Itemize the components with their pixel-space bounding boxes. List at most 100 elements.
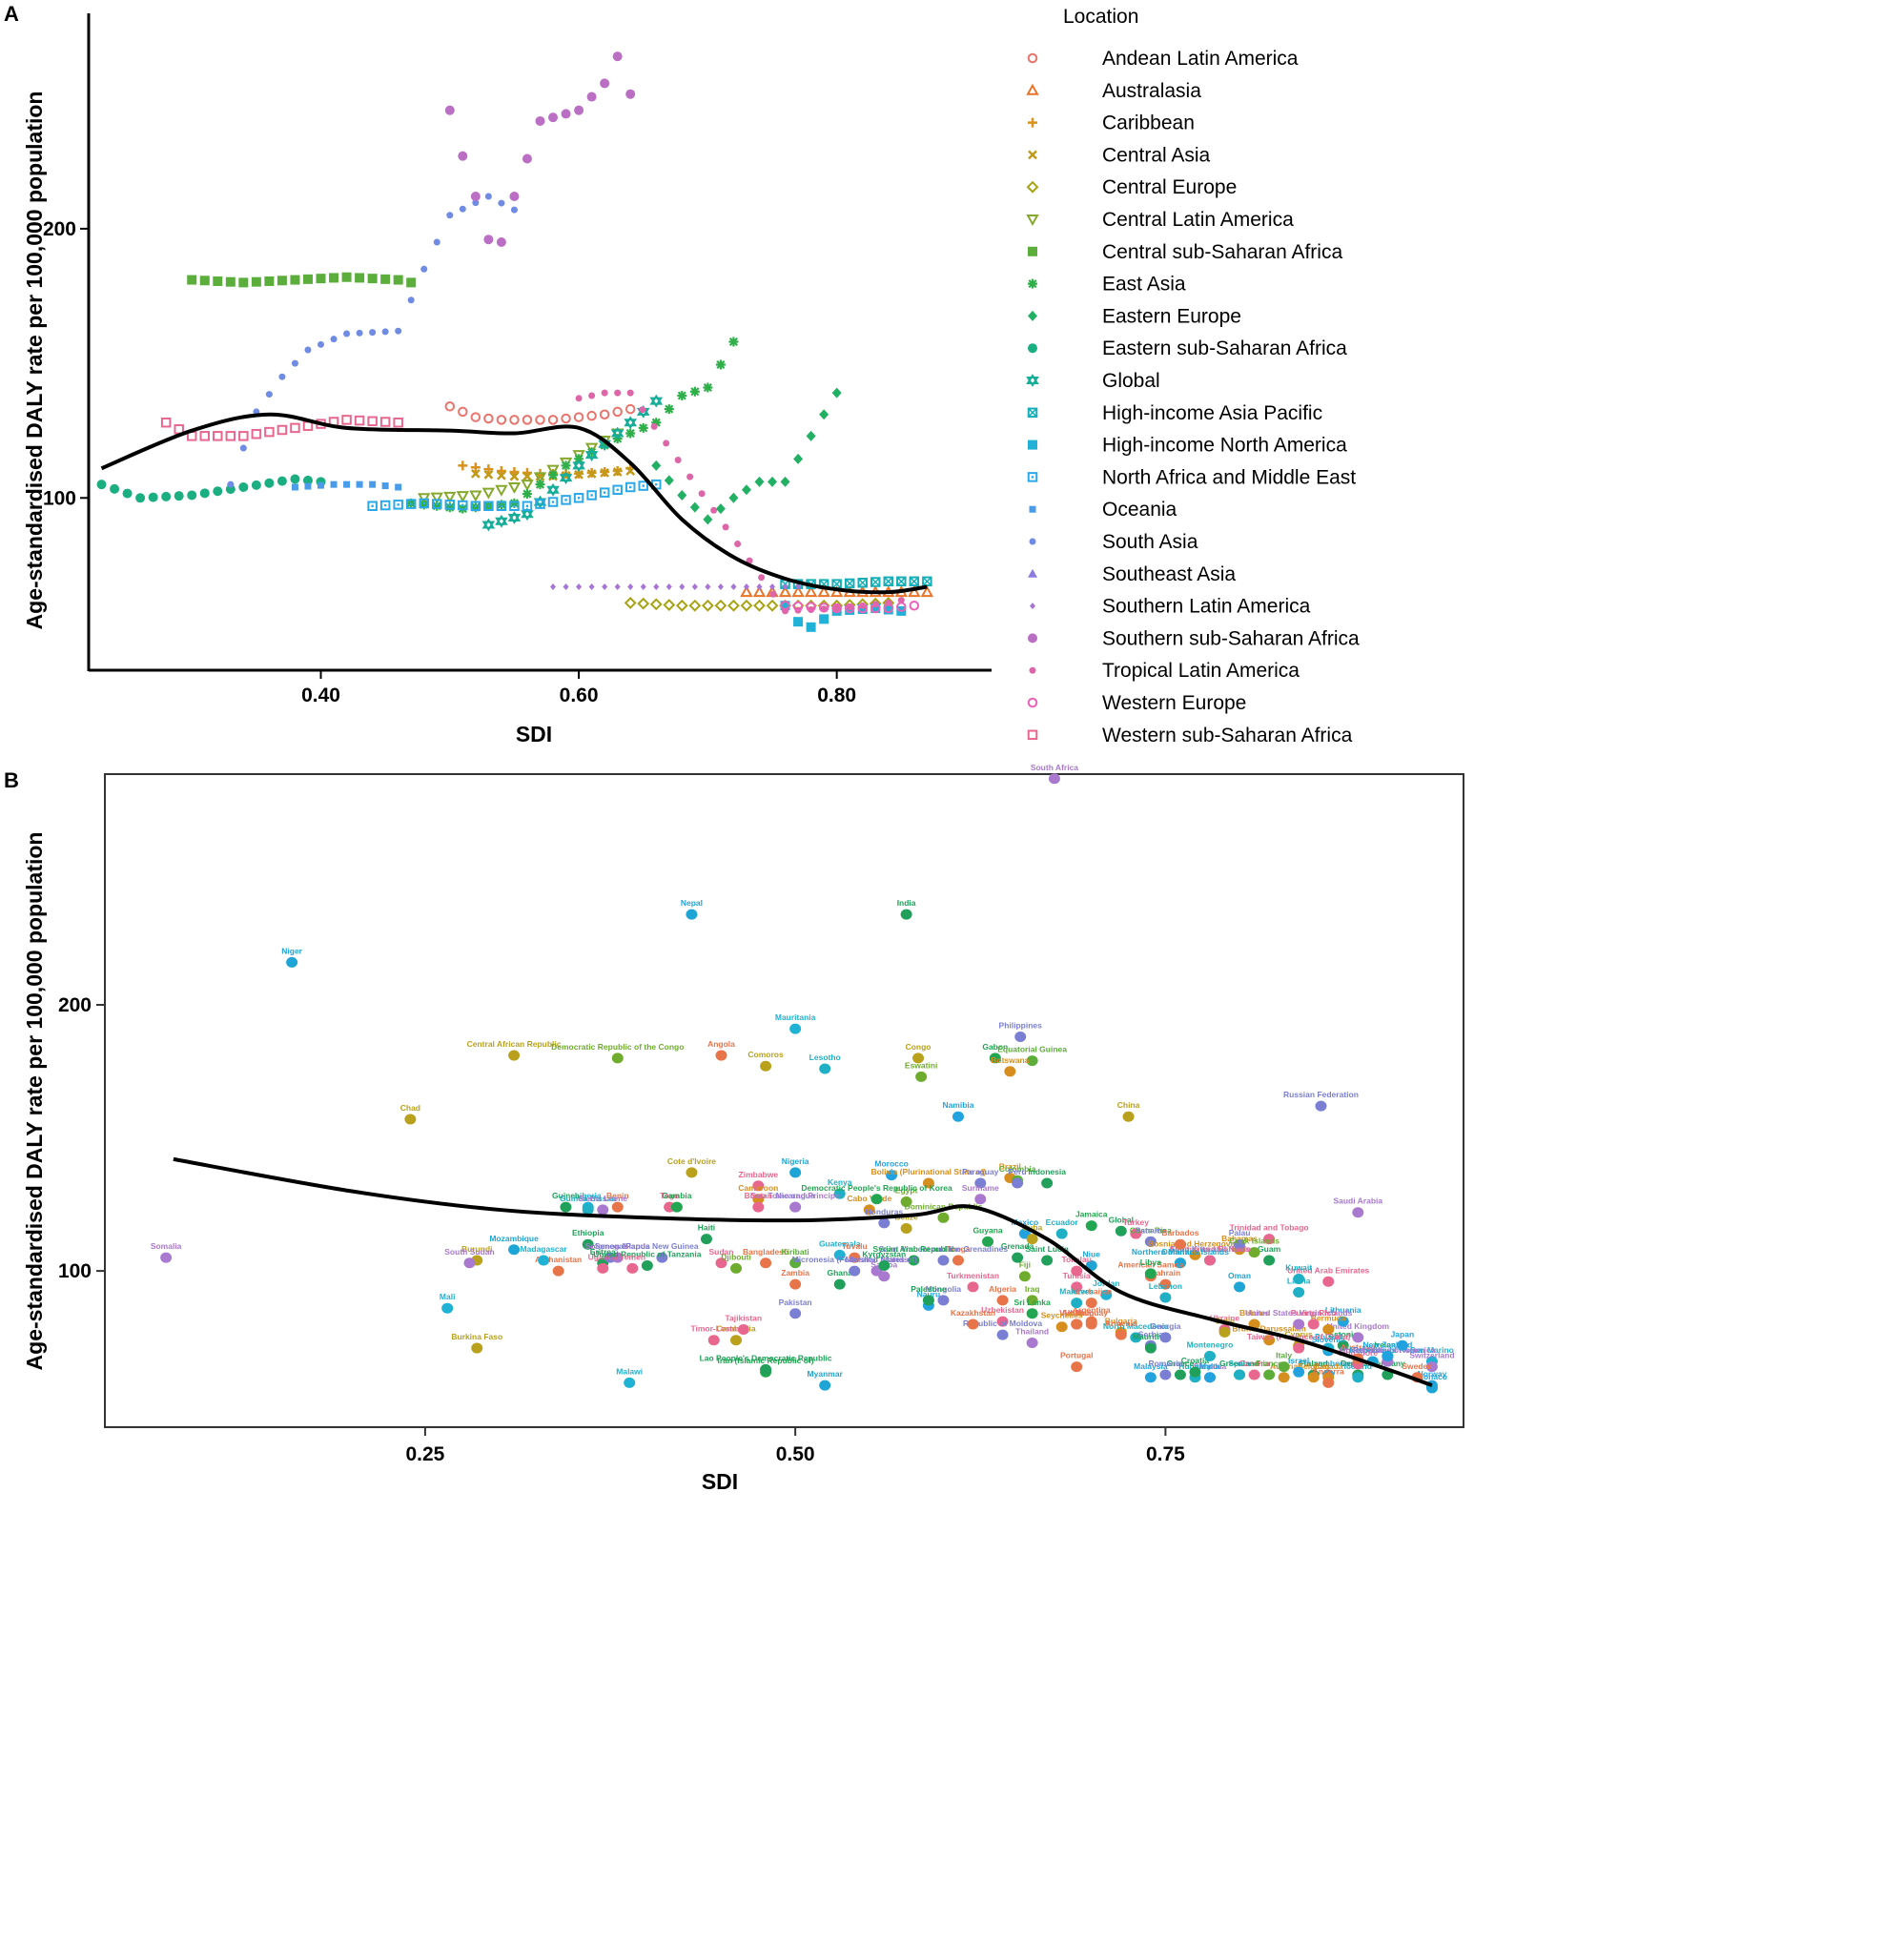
country-point	[1234, 1281, 1246, 1293]
country-point	[686, 1167, 698, 1178]
country-point	[1189, 1249, 1201, 1260]
point-high-income-asia-pacific	[909, 576, 920, 587]
point-southern-latin-america	[563, 583, 569, 590]
point-south-asia	[291, 359, 298, 367]
country-point	[1026, 1234, 1038, 1245]
panel-b-points: South Africa Nepal India Niger Mauritania Phi…	[151, 763, 1455, 1394]
point-andean-latin-america	[522, 415, 533, 425]
country-label: Yemen	[620, 1252, 645, 1261]
point-central-europe	[649, 598, 663, 611]
country-jamaica: Jamaica	[1075, 1210, 1108, 1232]
point-north-africa-and-middle-east	[470, 501, 481, 511]
point-tropical-latin-america	[734, 541, 742, 547]
legend-key-australasia	[1026, 83, 1039, 95]
country-label: Belarus	[1239, 1308, 1269, 1318]
point-western-sub-saharan-africa	[276, 424, 288, 436]
country-label: Poland	[1315, 1332, 1341, 1341]
country-label: Equatorial Guinea	[997, 1045, 1067, 1054]
point-tropical-latin-america	[769, 590, 777, 598]
point-south-asia	[369, 329, 377, 337]
point-central-asia	[574, 469, 583, 480]
point-central-sub-saharan-africa	[329, 273, 339, 283]
country-label: Czechia	[1239, 1359, 1270, 1368]
country-label: Portugal	[1060, 1351, 1093, 1360]
country-label: Malawi	[616, 1366, 643, 1376]
point-central-asia	[612, 467, 623, 477]
point-east-asia	[444, 502, 455, 513]
country-point	[789, 1023, 802, 1034]
country-label: Costa Rica	[1130, 1225, 1172, 1235]
country-croatia: Croatia	[1181, 1356, 1209, 1378]
country-label: Switzerland	[1409, 1351, 1454, 1360]
point-eastern-sub-saharan-africa	[199, 488, 210, 499]
country-point	[789, 1278, 802, 1290]
country-label: Bhutan	[745, 1191, 772, 1200]
legend-key-high-income-asia-pacific	[1027, 407, 1038, 419]
point-southern-sub-saharan-africa	[535, 115, 545, 126]
country-label: Trinidad and Tobago	[1230, 1223, 1309, 1233]
country-label: Chad	[400, 1103, 420, 1113]
country-label: Slovakia	[1194, 1361, 1227, 1371]
country-cameroon: Cameroon	[738, 1183, 778, 1205]
country-point	[752, 1180, 765, 1192]
country-point	[974, 1177, 987, 1189]
point-central-europe	[753, 599, 766, 612]
legend-key-central-asia	[1028, 150, 1037, 160]
point-tropical-latin-america	[897, 597, 905, 604]
country-label: Somalia	[151, 1241, 182, 1251]
country-label: Afghanistan	[535, 1255, 582, 1264]
point-south-asia	[239, 444, 247, 452]
point-western-sub-saharan-africa	[225, 431, 236, 441]
country-bolivia-plurinational-state-of: Bolivia (Plurinational State of)	[870, 1167, 987, 1189]
legend-label: High-income Asia Pacific	[1102, 402, 1322, 424]
country-point	[560, 1201, 572, 1213]
country-label: Iraq	[1025, 1284, 1040, 1294]
country-label: Nicaragua	[776, 1191, 815, 1200]
country-libya: Libya	[1140, 1257, 1161, 1279]
point-oceania	[356, 480, 363, 488]
point-central-europe	[688, 599, 702, 612]
country-romania: Romania	[1148, 1359, 1183, 1380]
country-label: Suriname	[962, 1183, 999, 1193]
point-south-asia	[330, 336, 338, 343]
country-seychelles: Seychelles	[1041, 1311, 1083, 1333]
point-south-asia	[472, 199, 480, 207]
country-label: Democratic Republic of the Congo	[551, 1042, 684, 1052]
country-label: Kazakhstan	[951, 1308, 995, 1318]
country-point	[1071, 1265, 1083, 1277]
country-label: Paraguay	[962, 1167, 999, 1176]
country-democratic-people-s-republic-of-korea: Democratic People's Republic of Korea	[801, 1183, 952, 1205]
country-label: Grenada	[1001, 1241, 1034, 1251]
country-point	[1263, 1234, 1276, 1245]
country-label: Antigua and Barbuda	[1169, 1244, 1251, 1254]
point-north-africa-and-middle-east	[444, 500, 456, 510]
country-point	[730, 1335, 743, 1346]
country-point	[286, 956, 298, 968]
point-eastern-europe	[806, 430, 816, 441]
country-point	[967, 1281, 979, 1293]
country-point	[912, 1053, 925, 1064]
country-point	[922, 1295, 934, 1306]
country-brunei-darussalam: Brunei Darussalam	[1232, 1324, 1306, 1346]
point-australasia	[791, 585, 805, 598]
country-point	[789, 1308, 802, 1319]
country-new-zealand: New Zealand	[1362, 1339, 1412, 1361]
point-eastern-europe	[715, 503, 726, 515]
legend-key-oceania	[1029, 505, 1036, 513]
country-zimbabwe: Zimbabwe	[739, 1170, 778, 1192]
legend-label: Oceania	[1102, 499, 1177, 521]
country-lebanon: Lebanon	[1149, 1281, 1182, 1303]
legend-label: Central sub-Saharan Africa	[1102, 241, 1342, 263]
country-point	[656, 1252, 668, 1263]
country-gambia: Gambia	[662, 1191, 692, 1213]
point-southern-latin-america	[614, 583, 621, 590]
country-suriname: Suriname	[962, 1183, 999, 1205]
country-point	[1122, 1111, 1135, 1122]
point-western-europe	[909, 600, 920, 611]
country-palestine: Palestine	[911, 1284, 947, 1306]
country-turkey: Turkey	[1123, 1217, 1149, 1239]
point-tropical-latin-america	[663, 440, 670, 447]
country-puerto-rico: Puerto Rico	[1291, 1308, 1337, 1330]
point-western-sub-saharan-africa	[341, 415, 352, 425]
country-label: Oman	[1228, 1271, 1251, 1280]
